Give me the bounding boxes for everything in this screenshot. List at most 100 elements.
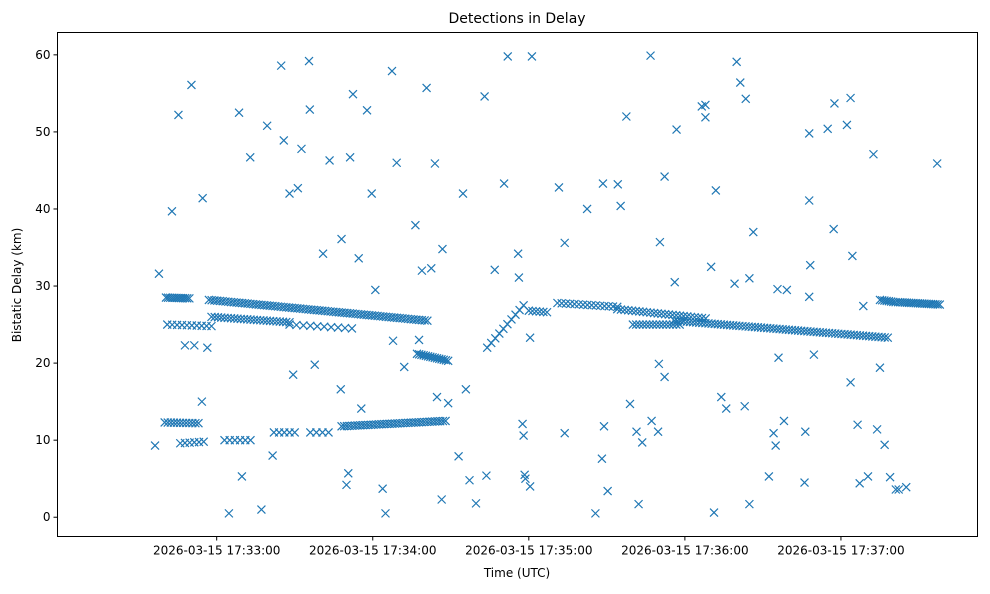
data-point: [853, 420, 863, 430]
data-point: [804, 292, 814, 302]
x-tick-label: 2026-03-15 17:36:00: [621, 544, 748, 558]
x-tick-label: 2026-03-15 17:37:00: [777, 544, 904, 558]
data-point: [542, 307, 552, 317]
data-point: [312, 321, 322, 331]
data-point: [774, 353, 783, 363]
data-point: [514, 273, 524, 282]
data-point: [180, 293, 190, 303]
y-tick-label: 10: [35, 433, 50, 447]
data-point: [773, 284, 782, 294]
data-point: [599, 421, 609, 431]
data-point: [638, 320, 648, 329]
data-point: [638, 307, 648, 317]
data-point: [744, 273, 754, 283]
data-point: [653, 427, 663, 437]
data-point: [538, 307, 548, 317]
data-point: [804, 196, 814, 205]
data-point: [399, 362, 409, 372]
data-point: [706, 262, 716, 272]
data-point: [337, 234, 346, 244]
data-point: [326, 322, 336, 332]
data-point: [443, 398, 453, 408]
data-point: [325, 156, 334, 165]
data-point: [641, 320, 651, 329]
data-point: [293, 183, 303, 193]
data-point: [256, 505, 266, 514]
data-point: [623, 305, 633, 315]
data-point: [465, 475, 474, 485]
data-point: [420, 316, 430, 325]
y-tick-label: 20: [35, 356, 50, 370]
data-point: [582, 204, 592, 214]
data-point: [627, 306, 637, 316]
data-point: [645, 308, 655, 318]
data-point: [524, 306, 534, 316]
data-point: [297, 144, 306, 154]
data-point: [616, 305, 626, 314]
data-point: [604, 301, 614, 311]
data-point: [809, 350, 819, 360]
data-point: [885, 472, 895, 482]
data-point: [654, 359, 664, 369]
x-tick-label: 2026-03-15 17:35:00: [465, 544, 592, 558]
data-point: [370, 285, 380, 295]
data-point: [202, 343, 212, 353]
data-point: [519, 431, 529, 440]
data-point: [716, 392, 726, 402]
data-point: [454, 451, 464, 461]
data-point: [744, 499, 754, 509]
data-point: [891, 485, 901, 494]
data-point: [490, 265, 500, 275]
data-point: [647, 416, 657, 426]
data-point: [378, 484, 388, 494]
data-point: [800, 478, 809, 487]
data-point: [779, 416, 789, 426]
data-point: [631, 320, 641, 329]
data-point: [245, 152, 255, 162]
data-point: [869, 149, 878, 159]
data-point: [458, 189, 468, 198]
data-point: [701, 112, 710, 122]
data-point: [590, 508, 600, 518]
data-point: [441, 355, 451, 365]
data-point: [182, 293, 192, 303]
data-point: [620, 305, 630, 315]
data-point: [197, 397, 207, 407]
data-point: [658, 320, 668, 329]
data-point: [642, 307, 652, 317]
data-point: [521, 474, 530, 484]
data-point: [598, 179, 608, 188]
data-point: [443, 356, 453, 366]
data-point: [422, 316, 432, 326]
data-point: [632, 427, 641, 437]
data-point: [387, 66, 397, 76]
data-point: [655, 320, 665, 329]
data-point: [499, 179, 509, 188]
chart-title: Detections in Delay: [448, 11, 585, 27]
data-point: [362, 105, 372, 115]
data-point: [621, 112, 631, 121]
data-point: [481, 471, 491, 481]
data-point: [769, 428, 779, 438]
x-axis: 2026-03-15 17:33:00 2026-03-15 17:34:00 20…: [153, 536, 905, 558]
data-point: [503, 51, 513, 61]
data-point: [634, 499, 644, 509]
data-point: [528, 306, 537, 316]
y-tick-label: 0: [43, 510, 51, 524]
data-point: [441, 416, 451, 426]
y-tick-label: 30: [35, 279, 50, 293]
y-tick-label: 50: [35, 125, 50, 139]
data-point: [872, 424, 882, 434]
data-point: [417, 266, 427, 276]
x-tick-label: 2026-03-15 17:33:00: [153, 544, 280, 558]
data-point: [603, 486, 613, 496]
data-point: [381, 508, 390, 518]
data-point: [782, 285, 792, 295]
data-point: [771, 441, 781, 450]
data-point: [392, 158, 402, 168]
data-point: [668, 310, 677, 320]
data-point: [645, 320, 655, 329]
data-point: [525, 481, 535, 491]
data-point: [174, 110, 183, 120]
